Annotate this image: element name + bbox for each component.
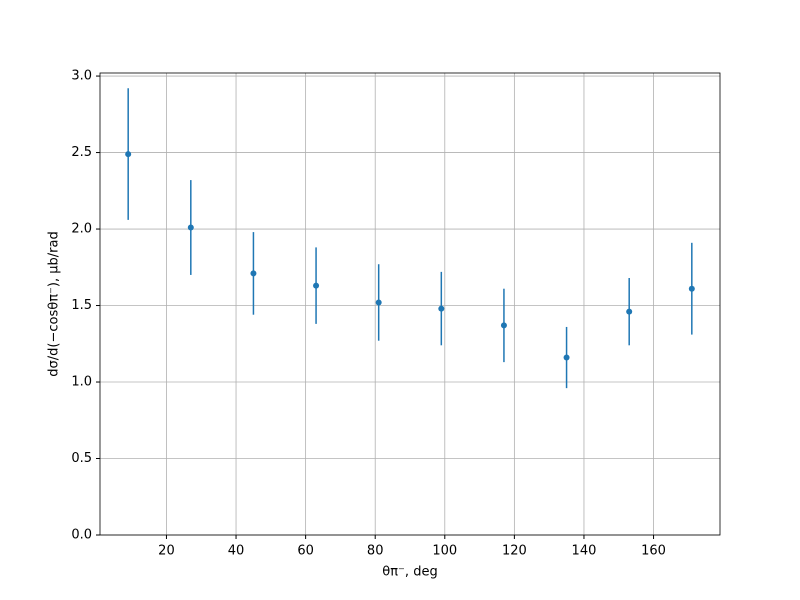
plot-frame — [99, 72, 721, 536]
data-point — [438, 305, 445, 312]
data-point — [125, 151, 132, 158]
data-point — [563, 354, 570, 361]
data-point — [250, 270, 257, 277]
x-axis-label: θπ⁻, deg — [382, 565, 437, 580]
data-point — [688, 285, 695, 292]
y-tick-label: 0.0 — [71, 528, 92, 543]
x-tick-label: 60 — [297, 544, 314, 559]
data-point — [187, 224, 194, 231]
y-tick-label: 2.5 — [71, 145, 92, 160]
y-tick-label: 3.0 — [71, 69, 92, 84]
x-tick-label: 120 — [502, 544, 527, 559]
data-point — [375, 299, 382, 306]
x-tick-label: 160 — [641, 544, 666, 559]
x-tick-label: 80 — [367, 544, 384, 559]
x-tick-label: 20 — [158, 544, 175, 559]
y-tick-label: 2.0 — [71, 222, 92, 237]
y-axis-label: dσ/d(−cosθπ⁻), μb/rad — [47, 231, 62, 376]
y-tick-label: 0.5 — [71, 451, 92, 466]
y-tick-label: 1.0 — [71, 375, 92, 390]
x-tick-label: 100 — [432, 544, 457, 559]
y-tick-label: 1.5 — [71, 298, 92, 313]
x-tick-label: 140 — [572, 544, 597, 559]
data-point — [626, 308, 633, 315]
data-point — [313, 282, 320, 289]
x-tick-label: 40 — [228, 544, 245, 559]
data-point — [500, 322, 507, 329]
